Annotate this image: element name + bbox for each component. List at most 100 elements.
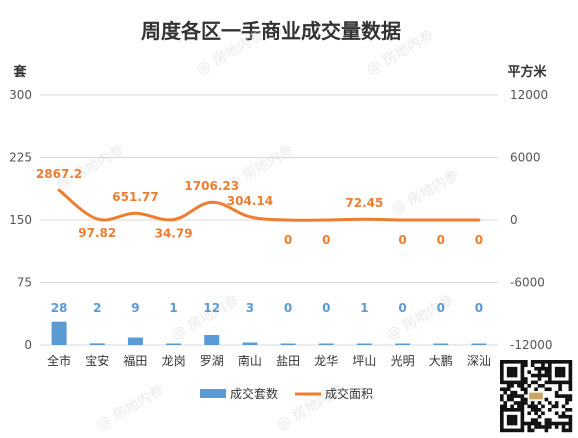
left-tick-label: 0 <box>24 338 32 352</box>
qr-module <box>554 411 559 416</box>
qr-module <box>534 411 538 416</box>
bar <box>471 343 487 345</box>
bar <box>280 343 296 345</box>
line-value-label: 651.77 <box>112 190 158 204</box>
qr-module <box>500 397 504 402</box>
bar-value-label: 0 <box>322 301 330 315</box>
legend-bar-label: 成交套数 <box>230 386 278 401</box>
bar <box>242 342 258 345</box>
qr-module <box>527 404 532 409</box>
qr-module <box>506 380 511 385</box>
qr-module <box>544 418 549 422</box>
legend: 成交套数 成交面积 <box>200 386 373 401</box>
qr-module <box>513 394 518 398</box>
left-tick-label: 225 <box>9 151 32 165</box>
qr-module <box>527 425 532 429</box>
qr-module <box>568 380 573 385</box>
qr-module <box>548 377 552 381</box>
qr-module <box>558 373 562 378</box>
qr-module <box>561 366 566 371</box>
qr-module <box>548 387 552 392</box>
qr-module <box>561 360 566 364</box>
qr-module <box>554 401 559 405</box>
qr-module <box>503 408 508 412</box>
qr-module <box>510 370 514 374</box>
line-value-label: 1706.23 <box>184 179 239 193</box>
bar-value-label: 9 <box>131 301 139 315</box>
qr-module <box>513 408 518 412</box>
chart-title: 周度各区一手商业成交量数据 <box>141 19 401 43</box>
qr-module <box>500 421 504 426</box>
qr-module <box>565 397 569 402</box>
qr-module <box>524 377 528 381</box>
bar-value-label: 0 <box>437 301 445 315</box>
qr-module <box>513 370 518 374</box>
qr-module <box>513 360 518 364</box>
qr-module <box>520 397 525 402</box>
qr-module <box>548 401 552 405</box>
category-label: 全市 <box>47 353 71 368</box>
qr-module <box>568 384 573 388</box>
qr-module <box>520 408 525 412</box>
qr-module <box>534 418 538 422</box>
qr-module <box>530 363 535 368</box>
legend-line-label: 成交面积 <box>325 386 373 401</box>
bar <box>89 343 105 345</box>
qr-module <box>524 363 528 368</box>
qr-module <box>500 428 504 433</box>
qr-module <box>558 414 562 419</box>
qr-module <box>520 411 525 416</box>
qr-module <box>548 425 552 429</box>
qr-module <box>558 421 562 426</box>
qr-module <box>565 408 569 412</box>
qr-module <box>500 366 504 371</box>
qr-module <box>500 418 504 422</box>
qr-module <box>520 370 525 374</box>
qr-module <box>513 428 518 433</box>
line-value-label: 304.14 <box>227 194 273 208</box>
qr-module <box>558 370 562 374</box>
qr-module <box>517 360 521 364</box>
legend-item-line[interactable]: 成交面积 <box>295 386 373 401</box>
line-value-label: 0 <box>437 233 445 247</box>
qr-module <box>506 414 511 419</box>
qr-module <box>513 401 518 405</box>
category-label: 龙华 <box>314 354 338 368</box>
legend-item-bar[interactable]: 成交套数 <box>200 386 278 401</box>
qr-module <box>530 380 535 385</box>
left-tick-label: 75 <box>17 276 32 290</box>
qr-module <box>520 404 525 409</box>
qr-module <box>558 360 562 364</box>
qr-module <box>513 418 518 422</box>
qr-module <box>537 373 542 378</box>
qr-module <box>503 387 508 392</box>
qr-module <box>520 428 525 433</box>
category-label: 南山 <box>238 353 262 368</box>
bar <box>166 343 182 345</box>
qr-module <box>534 360 538 364</box>
right-tick-label: 0 <box>510 213 518 227</box>
qr-module <box>568 418 573 422</box>
qr-module <box>520 384 525 388</box>
qr-module <box>534 404 538 409</box>
qr-module <box>565 401 569 405</box>
qr-module <box>500 408 504 412</box>
qr-module <box>554 390 559 395</box>
qr-module <box>520 421 525 426</box>
qr-module <box>506 373 511 378</box>
qr-module <box>565 428 569 433</box>
qr-module <box>520 394 525 398</box>
qr-module <box>510 373 514 378</box>
left-axis-title: 套 <box>12 64 27 80</box>
qr-module <box>500 387 504 392</box>
qr-module <box>517 428 521 433</box>
qr-module <box>510 384 514 388</box>
qr-module <box>537 370 542 374</box>
qr-module <box>568 421 573 426</box>
qr-module <box>517 384 521 388</box>
qr-module <box>544 366 549 371</box>
qr-module <box>524 397 528 402</box>
qr-module <box>537 384 542 388</box>
bar <box>318 343 334 345</box>
qr-module <box>541 360 545 364</box>
